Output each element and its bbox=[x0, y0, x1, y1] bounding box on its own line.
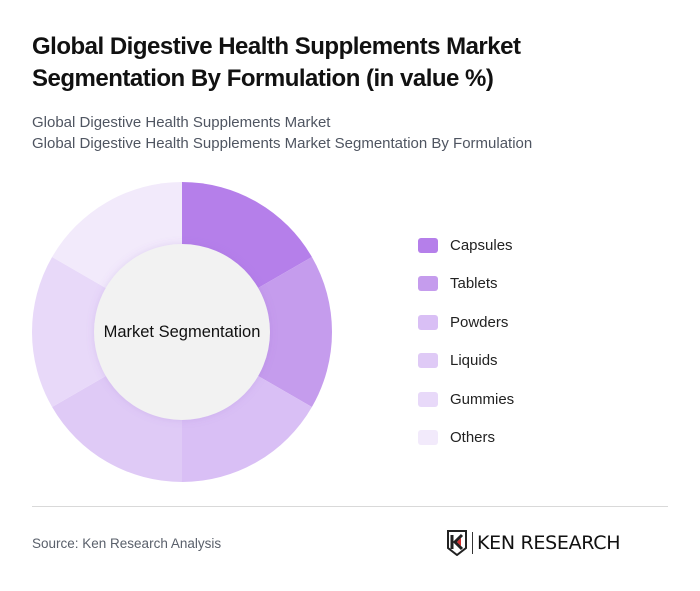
source-note: Source: Ken Research Analysis bbox=[32, 536, 222, 551]
donut-hole bbox=[94, 244, 270, 420]
chart-subtitle: Global Digestive Health Supplements Mark… bbox=[32, 112, 532, 154]
legend-item-liquids[interactable]: Liquids bbox=[418, 342, 514, 381]
logo-separator bbox=[472, 532, 473, 554]
legend-swatch bbox=[418, 276, 438, 292]
legend-swatch bbox=[418, 430, 438, 446]
legend-label: Gummies bbox=[450, 390, 515, 408]
ken-shield-icon bbox=[447, 530, 467, 556]
legend-swatch bbox=[418, 314, 438, 330]
subtitle-line-1: Global Digestive Health Supplements Mark… bbox=[32, 114, 331, 131]
legend-label: Others bbox=[450, 429, 496, 447]
legend-item-gummies[interactable]: Gummies bbox=[418, 380, 514, 419]
legend-item-tablets[interactable]: Tablets bbox=[418, 265, 514, 304]
legend-label: Liquids bbox=[450, 352, 498, 370]
legend-item-others[interactable]: Others bbox=[418, 419, 514, 458]
logo-text: KEN RESEARCH bbox=[477, 532, 621, 554]
legend-label: Tablets bbox=[450, 275, 498, 293]
legend-swatch bbox=[418, 237, 438, 253]
legend-label: Capsules bbox=[450, 236, 513, 254]
legend-swatch bbox=[418, 353, 438, 369]
legend-label: Powders bbox=[450, 313, 509, 331]
footer-divider bbox=[32, 506, 668, 507]
donut-svg bbox=[31, 182, 332, 482]
legend-item-powders[interactable]: Powders bbox=[418, 303, 514, 342]
donut-chart: Market Segmentation bbox=[30, 180, 334, 484]
ken-research-logo: KEN RESEARCH bbox=[446, 530, 621, 556]
chart-title: Global Digestive Health Supplements Mark… bbox=[32, 33, 521, 92]
subtitle-line-2: Global Digestive Health Supplements Mark… bbox=[32, 135, 533, 152]
legend-swatch bbox=[418, 391, 438, 407]
chart-legend: Capsules Tablets Powders Liquids Gummies… bbox=[418, 226, 514, 457]
legend-item-capsules[interactable]: Capsules bbox=[418, 226, 514, 265]
